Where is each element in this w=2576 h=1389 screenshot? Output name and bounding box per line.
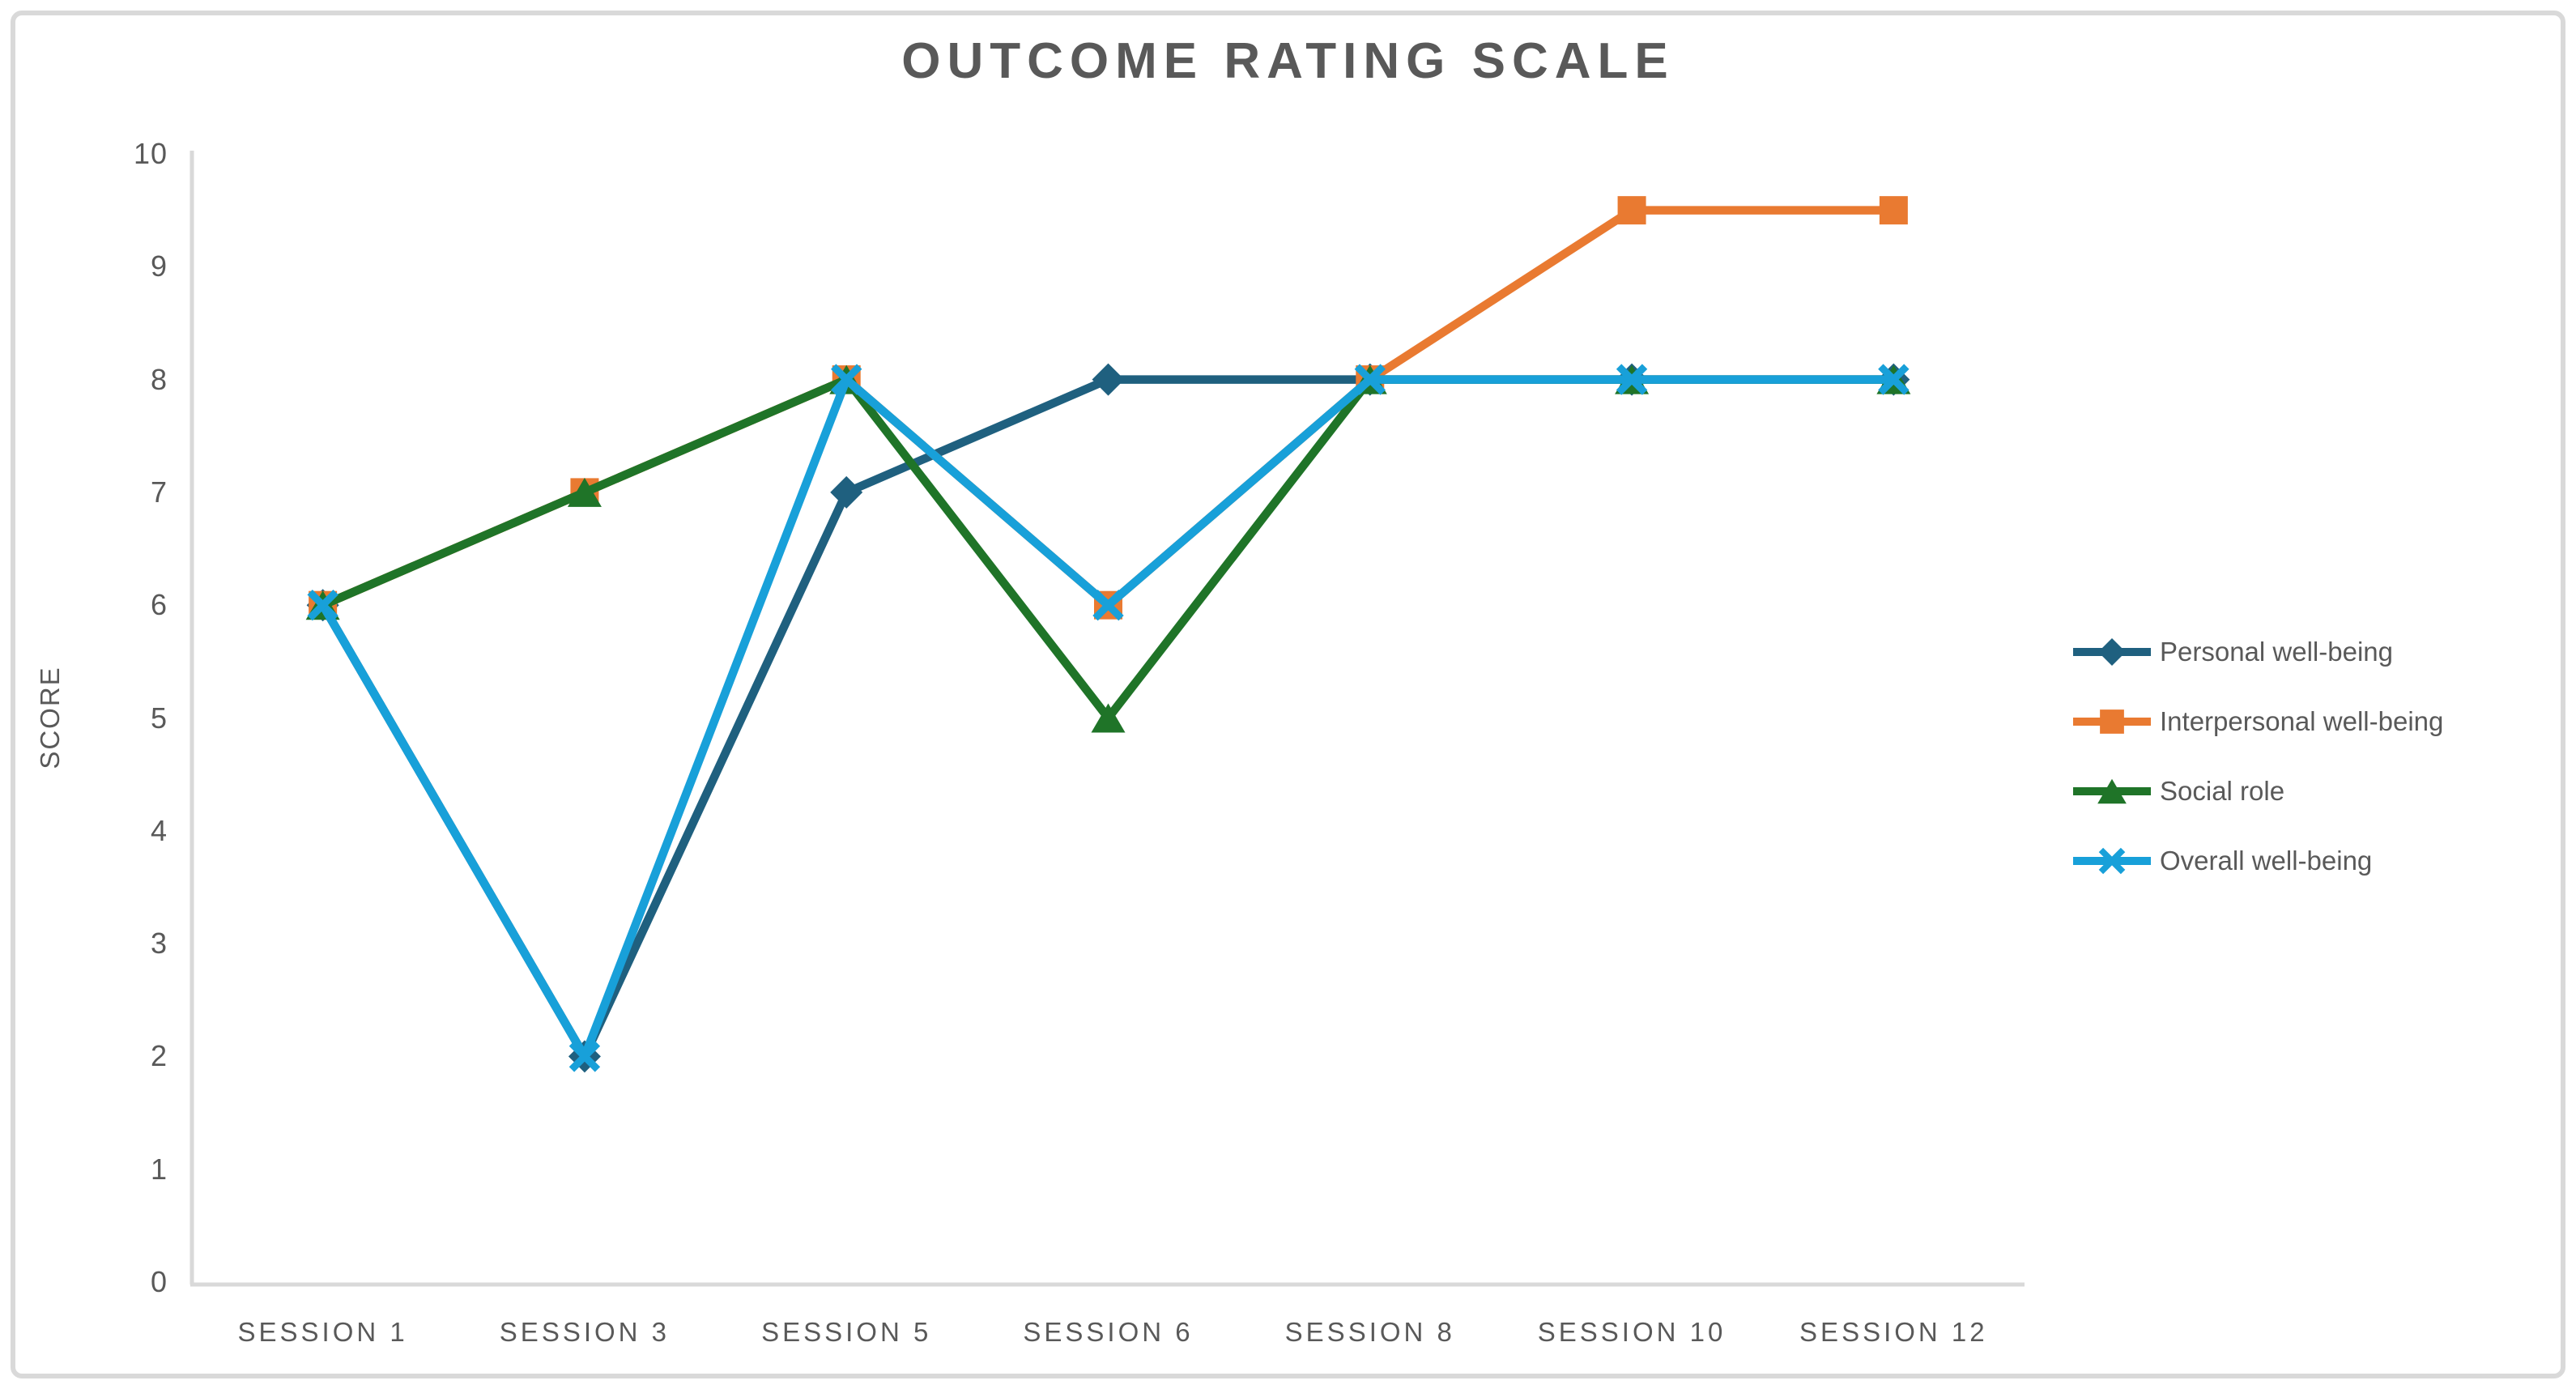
data-point-marker (831, 364, 862, 395)
y-tick-label: 2 (150, 1039, 168, 1073)
legend-marker (2100, 709, 2124, 734)
y-tick-label: 7 (150, 475, 168, 509)
data-point-marker (1354, 364, 1386, 395)
legend-marker (2098, 638, 2126, 666)
y-tick-label: 1 (150, 1152, 168, 1186)
data-point-marker (568, 1041, 601, 1072)
legend-square-icon (2073, 709, 2151, 734)
chart-title: OUTCOME RATING SCALE (901, 33, 1675, 89)
data-point-marker (1617, 196, 1646, 225)
legend-label: Social role (2160, 776, 2285, 806)
legend-x-icon (2073, 847, 2151, 875)
y-tick-label: 8 (150, 362, 168, 396)
y-tick-label: 0 (150, 1265, 168, 1298)
y-tick-label: 9 (150, 249, 168, 283)
legend-item-interpersonal-well-being: Interpersonal well-being (2071, 687, 2443, 756)
y-tick-label: 6 (150, 588, 168, 622)
data-point-marker (830, 475, 863, 509)
x-tick-label: SESSION 8 (1284, 1317, 1455, 1347)
series-social-role (305, 364, 1911, 733)
legend-marker (2097, 778, 2127, 804)
legend-item-personal-well-being: Personal well-being (2071, 617, 2443, 687)
series-line (321, 206, 1894, 610)
y-tick-label: 10 (133, 137, 168, 170)
data-point-marker (1091, 703, 1126, 733)
legend-item-social-role: Social role (2071, 756, 2443, 826)
data-point-marker (307, 590, 338, 621)
x-tick-label: SESSION 3 (499, 1317, 671, 1347)
data-point-marker (1878, 364, 1910, 395)
legend: Personal well-being Interpersonal well-be… (2071, 617, 2443, 896)
x-tick-label: SESSION 6 (1023, 1317, 1194, 1347)
data-point-marker (567, 477, 602, 507)
series-line (321, 375, 1894, 722)
series-overall-well-being (307, 364, 1910, 1072)
data-point-marker (1092, 363, 1125, 396)
y-tick-label: 5 (150, 701, 168, 735)
x-tick-label: SESSION 10 (1537, 1317, 1727, 1347)
x-tick-label: SESSION 5 (761, 1317, 932, 1347)
data-point-marker (1092, 590, 1124, 621)
legend-marker (2098, 847, 2126, 875)
data-point-marker (1879, 196, 1908, 225)
legend-label: Interpersonal well-being (2160, 706, 2444, 736)
y-tick-label: 3 (150, 927, 168, 961)
series-interpersonal-well-being (309, 196, 1908, 620)
legend-diamond-icon (2073, 638, 2151, 666)
legend-item-overall-well-being: Overall well-being (2071, 826, 2443, 896)
y-tick-label: 4 (150, 813, 168, 847)
x-tick-label: SESSION 12 (1799, 1317, 1988, 1347)
legend-triangle-icon (2073, 778, 2151, 804)
legend-label: Personal well-being (2160, 637, 2393, 667)
data-point-marker (1616, 364, 1648, 395)
legend-label: Overall well-being (2160, 846, 2373, 876)
x-tick-label: SESSION 1 (237, 1317, 408, 1347)
